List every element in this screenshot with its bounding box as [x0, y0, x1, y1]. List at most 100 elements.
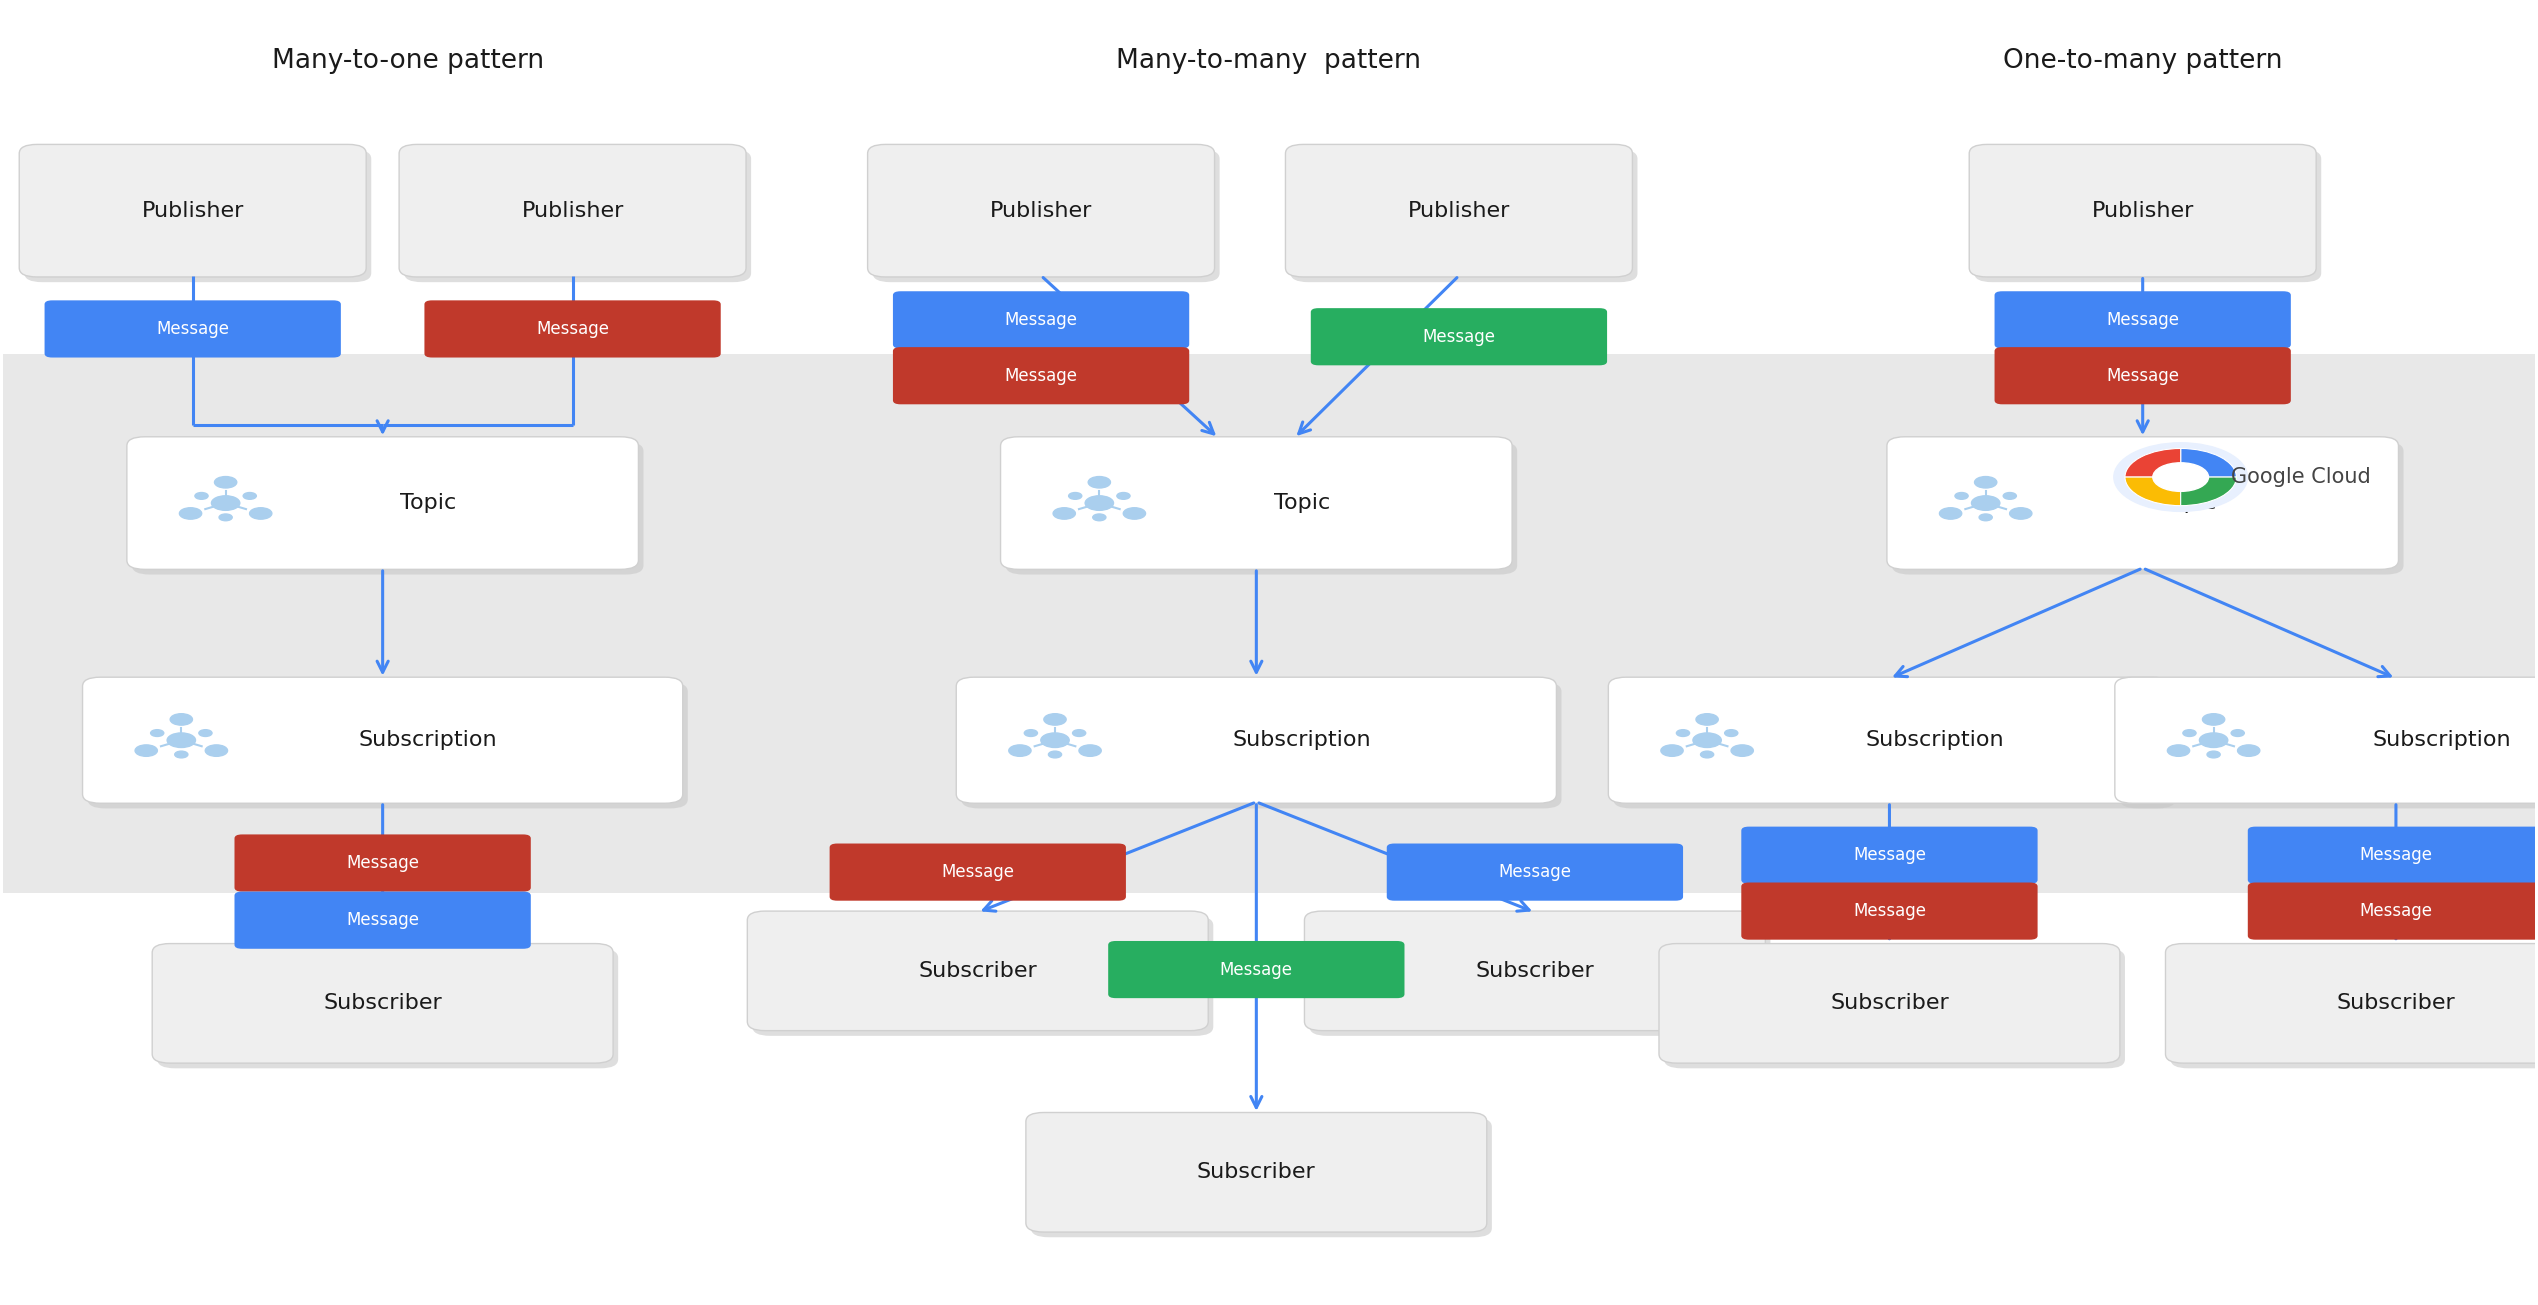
Circle shape [1954, 492, 1967, 500]
FancyBboxPatch shape [1975, 150, 2322, 282]
Circle shape [2183, 729, 2195, 736]
Text: Many-to-many  pattern: Many-to-many pattern [1117, 48, 1421, 74]
FancyBboxPatch shape [132, 442, 645, 574]
FancyBboxPatch shape [1310, 916, 1772, 1036]
FancyBboxPatch shape [1025, 1112, 1487, 1232]
Wedge shape [2180, 449, 2236, 478]
FancyBboxPatch shape [233, 891, 530, 949]
Circle shape [1086, 496, 1114, 510]
Text: Subscription: Subscription [1865, 731, 2005, 750]
Text: Message: Message [1221, 960, 1292, 979]
Circle shape [2167, 745, 2190, 757]
FancyBboxPatch shape [127, 437, 640, 569]
Circle shape [1041, 733, 1068, 748]
Circle shape [2010, 508, 2033, 519]
Wedge shape [2124, 449, 2180, 478]
FancyBboxPatch shape [1030, 1117, 1492, 1237]
Circle shape [1117, 492, 1129, 500]
Text: Message: Message [2360, 846, 2431, 864]
Text: Message: Message [942, 863, 1015, 881]
FancyBboxPatch shape [746, 911, 1208, 1031]
Text: Publisher: Publisher [990, 201, 1091, 221]
Circle shape [1980, 514, 1992, 521]
Circle shape [1025, 729, 1038, 736]
Circle shape [1660, 745, 1683, 757]
FancyBboxPatch shape [893, 291, 1190, 348]
Circle shape [244, 492, 256, 500]
Circle shape [1089, 476, 1112, 488]
FancyBboxPatch shape [1284, 145, 1632, 277]
Circle shape [211, 496, 239, 510]
Circle shape [2114, 442, 2249, 512]
FancyBboxPatch shape [233, 834, 530, 891]
Text: Message: Message [1005, 367, 1079, 385]
Circle shape [1972, 496, 2000, 510]
FancyBboxPatch shape [1741, 882, 2038, 940]
Circle shape [1124, 508, 1145, 519]
Circle shape [2002, 492, 2015, 500]
Circle shape [2239, 745, 2259, 757]
FancyBboxPatch shape [84, 677, 683, 804]
Circle shape [1726, 729, 1739, 736]
FancyBboxPatch shape [152, 944, 614, 1064]
FancyBboxPatch shape [1741, 826, 2038, 883]
Text: Subscriber: Subscriber [1830, 993, 1949, 1014]
Text: Message: Message [1421, 328, 1495, 346]
FancyBboxPatch shape [424, 300, 721, 358]
Text: Message: Message [2107, 367, 2180, 385]
Text: One-to-many pattern: One-to-many pattern [2002, 48, 2282, 74]
Circle shape [1731, 745, 1754, 757]
FancyBboxPatch shape [962, 683, 1561, 808]
Text: Subscriber: Subscriber [919, 960, 1038, 981]
FancyBboxPatch shape [1995, 291, 2292, 348]
Text: Message: Message [2360, 902, 2431, 920]
FancyBboxPatch shape [1614, 683, 2175, 808]
Text: Subscription: Subscription [1233, 731, 1371, 750]
Circle shape [168, 733, 195, 748]
FancyBboxPatch shape [1609, 677, 2170, 804]
FancyBboxPatch shape [957, 677, 1556, 804]
FancyBboxPatch shape [2249, 826, 2538, 883]
Circle shape [216, 476, 236, 488]
Text: Publisher: Publisher [142, 201, 244, 221]
FancyBboxPatch shape [893, 347, 1190, 405]
Circle shape [1094, 514, 1107, 521]
Circle shape [2203, 714, 2226, 726]
Text: Subscriber: Subscriber [1198, 1163, 1315, 1182]
Text: Message: Message [1853, 846, 1926, 864]
Circle shape [150, 729, 165, 736]
FancyBboxPatch shape [404, 150, 751, 282]
FancyBboxPatch shape [751, 916, 1213, 1036]
FancyBboxPatch shape [1891, 442, 2403, 574]
Circle shape [2208, 752, 2221, 758]
FancyBboxPatch shape [1109, 941, 1404, 998]
Text: Topic: Topic [401, 493, 457, 513]
Text: Message: Message [157, 320, 228, 338]
Circle shape [2152, 463, 2208, 492]
FancyBboxPatch shape [868, 145, 1216, 277]
Text: Topic: Topic [1274, 493, 1330, 513]
Circle shape [1053, 508, 1076, 519]
Circle shape [1048, 752, 1061, 758]
Text: Subscriber: Subscriber [322, 993, 442, 1014]
Circle shape [1678, 729, 1690, 736]
Circle shape [249, 508, 272, 519]
Text: Message: Message [345, 853, 419, 872]
FancyBboxPatch shape [1305, 911, 1766, 1031]
Circle shape [2200, 733, 2228, 748]
Text: Message: Message [345, 911, 419, 929]
Circle shape [1008, 745, 1030, 757]
Circle shape [1043, 714, 1066, 726]
FancyBboxPatch shape [25, 150, 371, 282]
Circle shape [1079, 745, 1101, 757]
Circle shape [206, 745, 228, 757]
Circle shape [1700, 752, 1713, 758]
Text: Many-to-one pattern: Many-to-one pattern [272, 48, 543, 74]
Text: Message: Message [536, 320, 609, 338]
Text: Message: Message [2107, 311, 2180, 329]
Circle shape [180, 508, 201, 519]
Circle shape [218, 514, 231, 521]
FancyBboxPatch shape [2114, 677, 2538, 804]
FancyBboxPatch shape [873, 150, 1221, 282]
Wedge shape [2124, 478, 2180, 505]
